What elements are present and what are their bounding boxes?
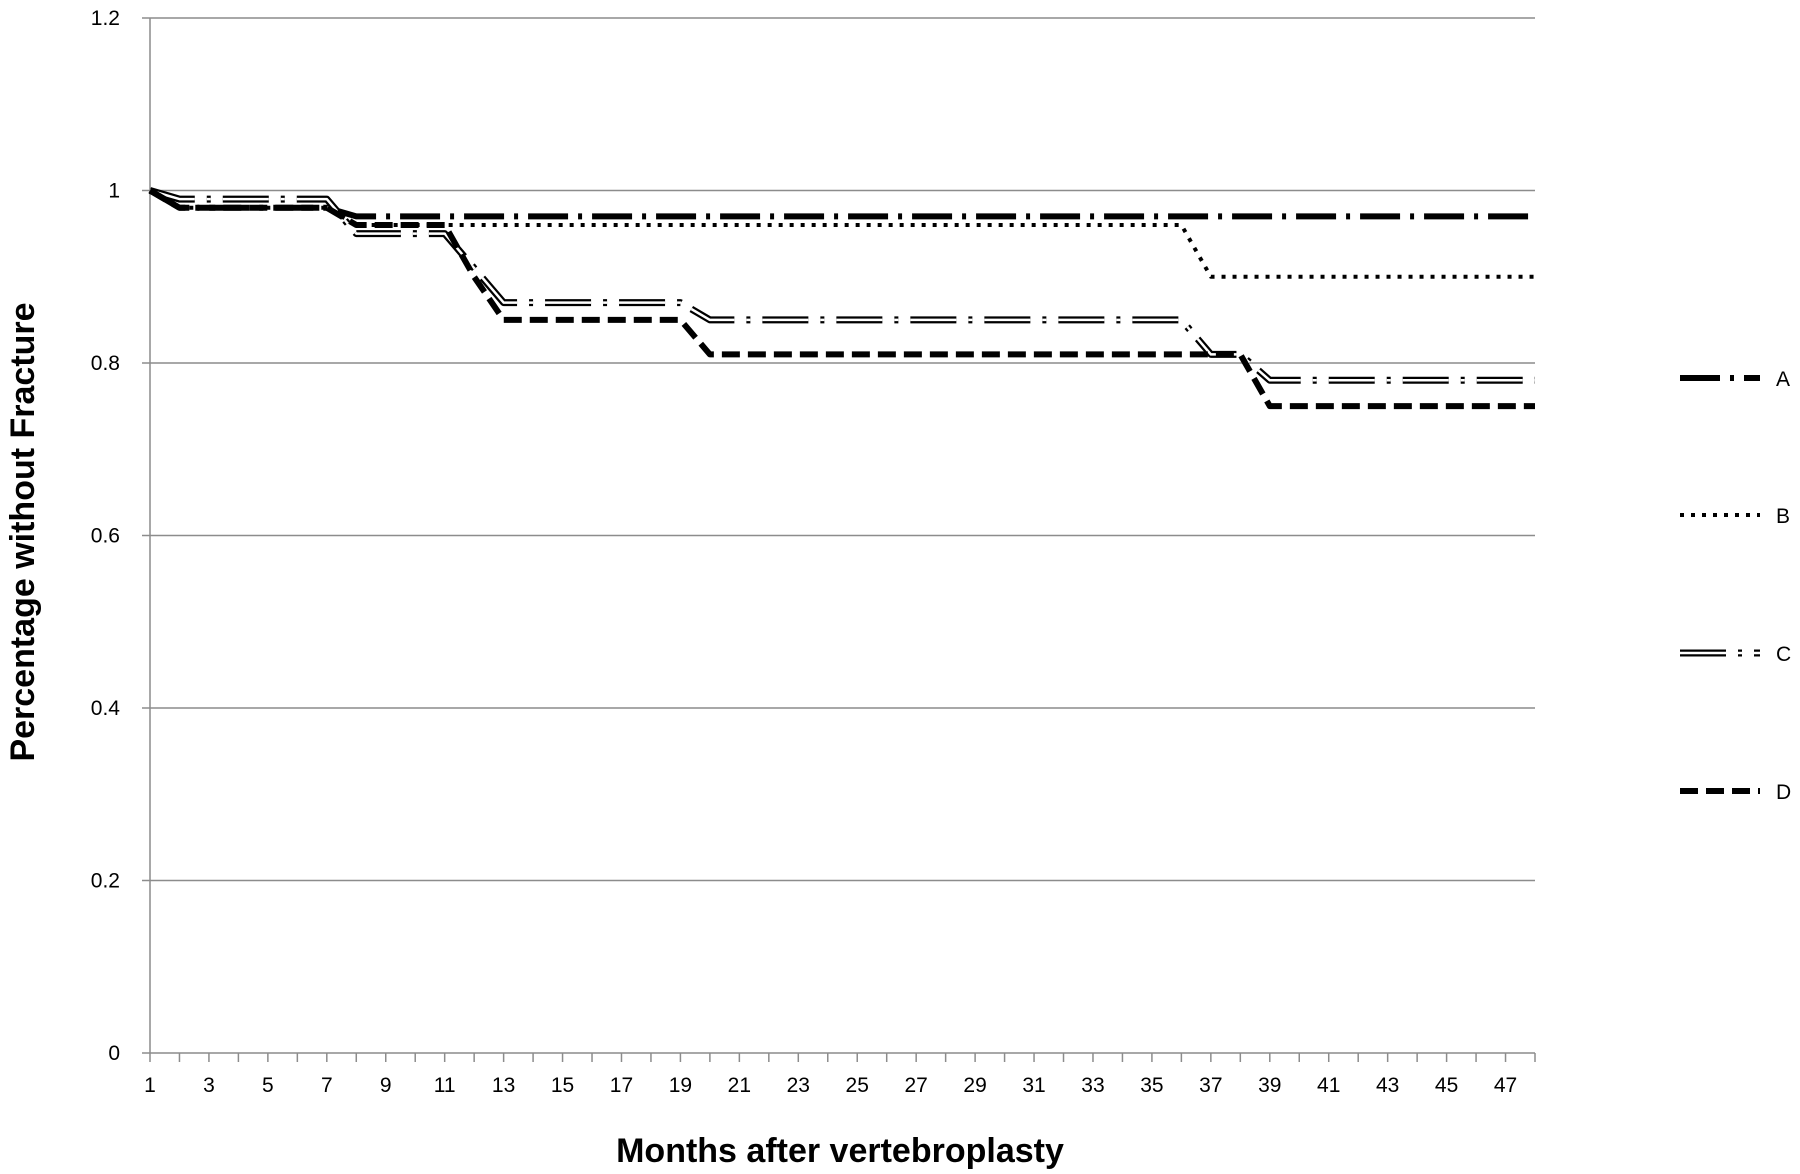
y-tick-label: 1: [108, 180, 120, 203]
x-tick-label: 23: [787, 1074, 810, 1097]
x-tick-label: 7: [321, 1074, 333, 1097]
x-tick-label: 43: [1376, 1074, 1399, 1097]
y-tick-label: 0.8: [91, 352, 120, 375]
x-tick-label: 27: [904, 1074, 927, 1097]
x-tick-label: 19: [669, 1074, 692, 1097]
legend-label-A: A: [1776, 368, 1790, 391]
x-tick-label: 21: [728, 1074, 751, 1097]
legend-label-B: B: [1776, 505, 1790, 528]
series-C: [149, 187, 1535, 384]
x-tick-label: 3: [203, 1074, 215, 1097]
y-tick-label: 0.2: [91, 870, 120, 893]
y-tick-label: 1.2: [91, 7, 120, 30]
x-axis-title: Months after vertebroplasty: [616, 1132, 1064, 1170]
legend: A B C D: [1680, 368, 1791, 804]
x-tick-label: 39: [1258, 1074, 1281, 1097]
x-tick-label: 45: [1435, 1074, 1458, 1097]
x-tick-label: 15: [551, 1074, 574, 1097]
series-line-C: [149, 189, 1535, 382]
x-tick-labels: 1 3 5 7 9 11 13 15 17 19 21 23 25 27 29 31 33 35 37 39 41 43 4…: [144, 1074, 1517, 1097]
legend-item-B: B: [1680, 505, 1790, 528]
x-tick-label: 35: [1140, 1074, 1163, 1097]
series-D: [148, 187, 1535, 410]
x-tick-label: 31: [1022, 1074, 1045, 1097]
x-tick-label: 33: [1081, 1074, 1104, 1097]
axes: [142, 17, 1536, 1062]
y-tick-label: 0.4: [91, 697, 121, 720]
legend-label-C: C: [1776, 643, 1791, 666]
series-A: [148, 187, 1535, 220]
x-tick-label: 29: [963, 1074, 986, 1097]
y-tick-labels: 0 0.2 0.4 0.6 0.8 1 1.2: [91, 7, 121, 1065]
series-lines: [148, 187, 1535, 410]
y-axis-title: Percentage without Fracture: [4, 302, 42, 761]
legend-label-D: D: [1776, 781, 1791, 804]
legend-item-D: D: [1680, 781, 1791, 804]
x-tick-label: 47: [1494, 1074, 1517, 1097]
legend-item-A: A: [1680, 368, 1790, 391]
legend-item-C: C: [1680, 643, 1791, 666]
x-tick-label: 9: [380, 1074, 392, 1097]
y-tick-label: 0: [108, 1042, 120, 1065]
series-line-A: [148, 187, 1535, 220]
x-tick-label: 13: [492, 1074, 515, 1097]
y-tick-label: 0.6: [91, 525, 120, 548]
series-line-D: [148, 187, 1535, 410]
x-tick-label: 11: [434, 1074, 456, 1097]
x-tick-label: 1: [144, 1074, 156, 1097]
x-tick-label: 17: [610, 1074, 633, 1097]
x-tick-label: 41: [1317, 1074, 1340, 1097]
x-tick-label: 5: [262, 1074, 274, 1097]
x-tick-label: 37: [1199, 1074, 1222, 1097]
x-tick-label: 25: [846, 1074, 869, 1097]
gridlines: [150, 17, 1535, 882]
